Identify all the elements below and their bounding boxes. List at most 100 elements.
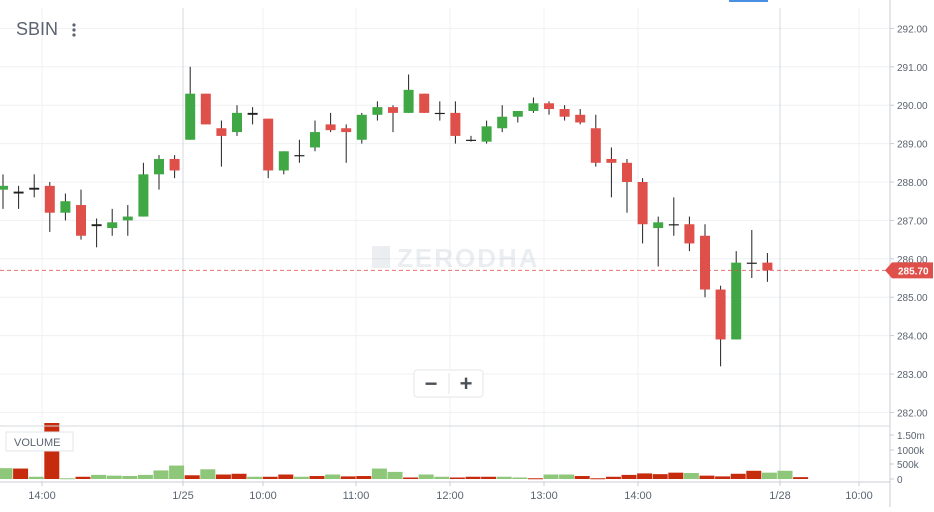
volume-bar — [153, 470, 169, 479]
volume-tick-label: 0 — [897, 475, 903, 486]
volume-bar — [496, 476, 512, 479]
candle — [138, 162, 149, 217]
x-tick-label: 1/28 — [769, 490, 790, 502]
candle — [668, 197, 679, 236]
y-tick-label: 282.00 — [897, 408, 928, 419]
x-tick-label: 10:00 — [249, 490, 277, 502]
candle — [653, 216, 664, 267]
candle — [91, 218, 102, 248]
candle — [434, 101, 445, 121]
candle — [310, 120, 320, 152]
volume-bars — [0, 423, 809, 480]
volume-label: VOLUME — [14, 437, 60, 449]
zoom-controls: − + — [413, 369, 484, 398]
volume-bar — [574, 476, 590, 479]
volume-bar — [605, 476, 621, 479]
volume-bar — [293, 476, 309, 479]
candle — [700, 224, 710, 298]
y-tick-label: 290.00 — [897, 101, 928, 112]
candle — [13, 185, 24, 209]
volume-bar — [75, 476, 91, 479]
more-options-icon[interactable] — [67, 20, 81, 40]
volume-bar — [387, 471, 403, 479]
volume-bar — [91, 474, 107, 479]
zoom-out-button[interactable]: − — [415, 371, 448, 396]
candle — [341, 124, 352, 163]
candle — [200, 93, 211, 125]
candle — [29, 174, 40, 198]
volume-bar — [715, 476, 731, 479]
volume-bar — [621, 474, 637, 479]
candle — [247, 107, 258, 125]
volume-bar — [465, 476, 481, 479]
volume-bar — [356, 476, 372, 479]
candle — [372, 101, 383, 121]
zoom-in-label: + — [460, 371, 473, 396]
volume-bar — [0, 468, 13, 479]
volume-bar — [184, 475, 200, 479]
x-tick-label: 1/25 — [172, 490, 193, 502]
candle — [388, 105, 398, 133]
volume-bar — [247, 476, 263, 479]
y-tick-label: 283.00 — [897, 370, 928, 381]
zoom-out-label: − — [425, 371, 438, 396]
volume-bar — [340, 476, 356, 479]
top-accent-bar — [729, 0, 768, 2]
volume-bar — [683, 473, 699, 479]
candle — [76, 189, 86, 240]
volume-bar — [59, 478, 75, 480]
zoom-in-button[interactable]: + — [450, 371, 482, 396]
volume-bar — [169, 465, 185, 479]
volume-bar — [309, 476, 325, 479]
volume-tick-label: 1.50m — [897, 431, 925, 442]
candle — [544, 101, 554, 115]
watermark: ZERODHA — [372, 243, 538, 273]
volume-bar — [668, 472, 684, 479]
candle — [762, 253, 773, 282]
candles — [0, 66, 773, 367]
candle — [263, 118, 274, 179]
volume-bar — [28, 476, 44, 479]
candle — [122, 205, 133, 236]
volume-bar — [730, 473, 746, 479]
candle — [185, 66, 196, 140]
symbol-title: SBIN — [16, 19, 58, 39]
volume-bar — [122, 476, 138, 479]
volume-tick-label: 1000k — [897, 446, 925, 457]
volume-bar — [793, 477, 809, 479]
x-tick-label: 12:00 — [436, 490, 464, 502]
volume-bar — [449, 477, 465, 479]
candle — [450, 101, 461, 144]
last-price-label: 285.70 — [898, 266, 929, 277]
x-tick-label: 14:00 — [624, 490, 652, 502]
watermark-logo-icon — [372, 246, 390, 268]
volume-bar — [652, 474, 668, 479]
x-tick-label: 13:00 — [530, 490, 558, 502]
y-tick-label: 284.00 — [897, 332, 928, 343]
volume-bar — [590, 478, 606, 480]
candle — [356, 112, 367, 144]
y-tick-label: 292.00 — [897, 24, 928, 35]
candle — [512, 110, 523, 123]
candle — [60, 193, 71, 221]
candle — [325, 112, 336, 133]
candle — [216, 120, 227, 167]
y-tick-label: 291.00 — [897, 63, 928, 74]
candle — [622, 158, 632, 213]
volume-bar — [13, 468, 29, 479]
volume-bar — [200, 469, 216, 479]
x-tick-label: 10:00 — [845, 490, 873, 502]
candle — [466, 135, 476, 142]
volume-bar — [106, 475, 122, 479]
candle — [107, 208, 118, 236]
volume-bar — [699, 475, 715, 479]
y-tick-label: 288.00 — [897, 178, 928, 189]
candle — [559, 105, 570, 121]
candle — [575, 109, 586, 125]
candle — [154, 155, 164, 190]
volume-bar — [559, 474, 575, 479]
candle — [294, 139, 305, 163]
volume-bar — [777, 470, 793, 479]
